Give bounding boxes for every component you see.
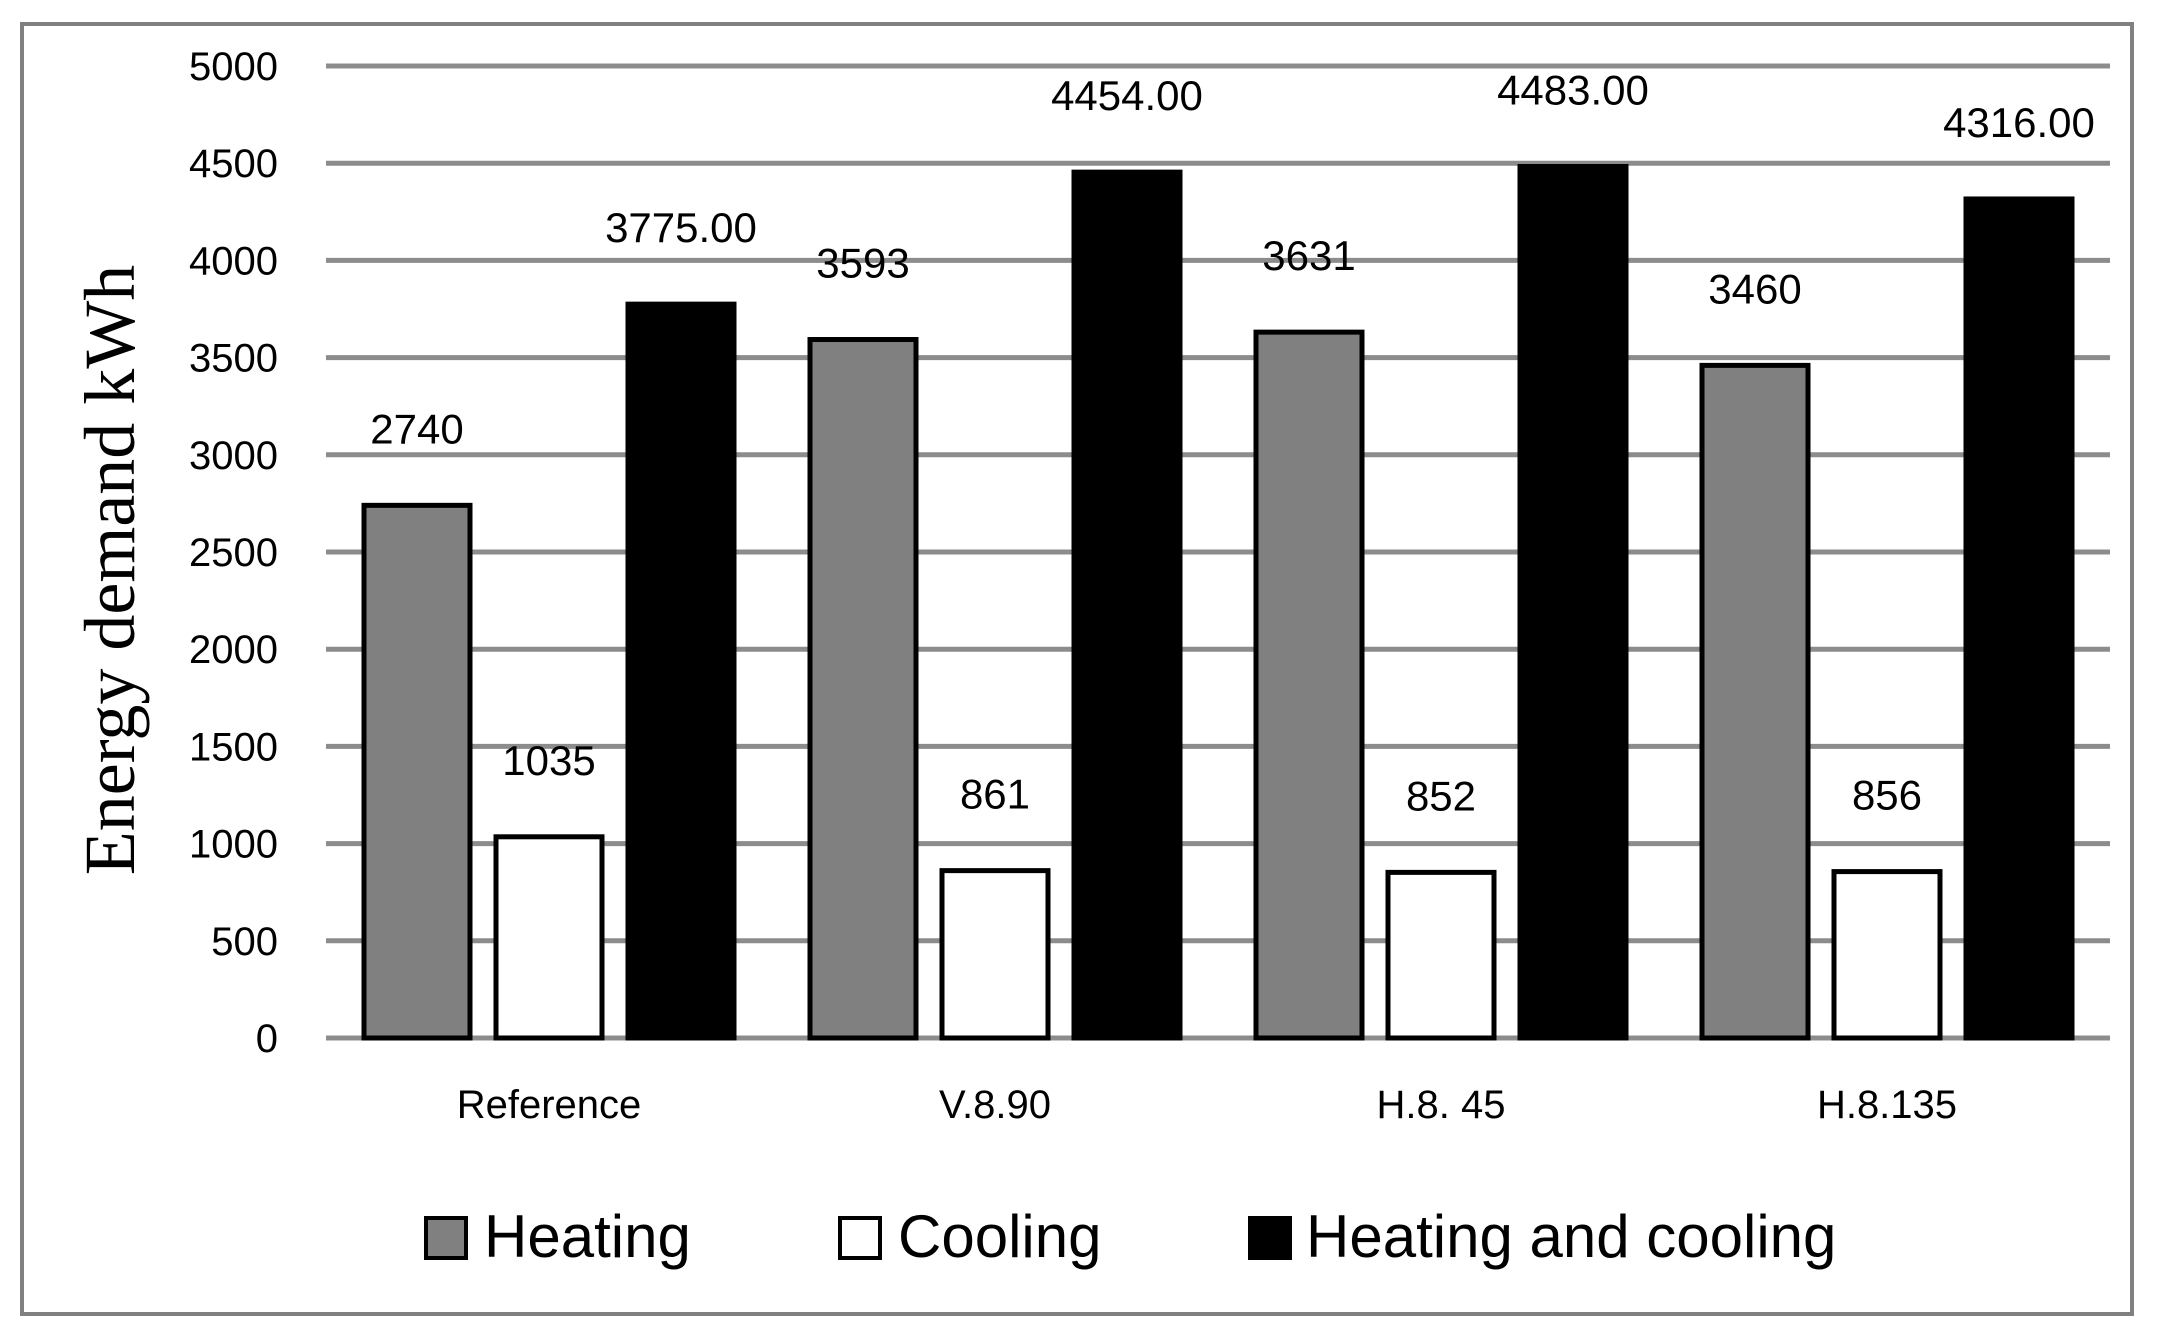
data-label: 3593 [816, 240, 909, 287]
y-tick-label: 0 [256, 1017, 278, 1061]
legend-swatch-heating [424, 1216, 468, 1260]
y-tick-label: 2000 [189, 628, 278, 672]
data-label: 3631 [1262, 232, 1355, 279]
bar-heating-0 [361, 502, 473, 1041]
y-tick-label: 4000 [189, 239, 278, 283]
bar-cooling-1 [939, 868, 1051, 1041]
y-axis-ticks: 0 500 1000 1500 2000 2500 3000 3500 4000 4500 5000 [189, 45, 278, 1061]
y-tick-label: 3500 [189, 337, 278, 381]
data-label: 861 [960, 771, 1030, 818]
y-tick-label: 4500 [189, 142, 278, 186]
legend-swatch-cooling [838, 1216, 882, 1260]
legend-label: Heating and cooling [1306, 1203, 1836, 1270]
category-label: V.8.90 [939, 1083, 1051, 1127]
data-label: 1035 [502, 737, 595, 784]
bar-heating-and-cooling-3 [1963, 196, 2075, 1041]
bar-heating-and-cooling-0 [625, 301, 737, 1041]
category-label: H.8. 45 [1377, 1083, 1506, 1127]
data-label: 3775.00 [605, 204, 757, 251]
category-label: H.8.135 [1817, 1083, 1957, 1127]
bar-cooling-2 [1385, 869, 1497, 1041]
y-tick-label: 1500 [189, 725, 278, 769]
x-axis-categories: Reference V.8.90 H.8. 45 H.8.135 [457, 1083, 1957, 1127]
legend: Heating Cooling Heating and cooling [424, 1203, 1836, 1270]
bar-cooling-3 [1831, 869, 1943, 1041]
category-label: Reference [457, 1083, 642, 1127]
data-label: 852 [1406, 772, 1476, 819]
bar-heating-and-cooling-2 [1517, 164, 1629, 1041]
legend-label: Cooling [898, 1203, 1101, 1270]
data-label: 856 [1852, 772, 1922, 819]
y-tick-label: 3000 [189, 434, 278, 478]
legend-label: Heating [484, 1203, 691, 1270]
data-label: 4316.00 [1943, 99, 2095, 146]
bar-heating-2 [1253, 329, 1365, 1041]
y-tick-label: 1000 [189, 823, 278, 867]
y-tick-label: 500 [211, 920, 278, 964]
data-labels: 2740 1035 3775.00 3593 861 4454.00 3631 852 4483… [370, 67, 2095, 820]
y-tick-label: 5000 [189, 45, 278, 89]
bar-heating-3 [1699, 362, 1811, 1041]
gridlines [326, 63, 2110, 1041]
bar-heating-1 [807, 337, 919, 1041]
bars [361, 164, 2075, 1041]
y-tick-label: 2500 [189, 531, 278, 575]
data-label: 3460 [1708, 265, 1801, 312]
data-label: 2740 [370, 405, 463, 452]
data-label: 4483.00 [1497, 67, 1649, 114]
bar-cooling-0 [493, 834, 605, 1041]
data-label: 4454.00 [1051, 72, 1203, 119]
y-axis-title: Energy demand kWh [70, 265, 150, 876]
legend-swatch-heating-and-cooling [1248, 1216, 1292, 1260]
bar-heating-and-cooling-1 [1071, 169, 1183, 1041]
